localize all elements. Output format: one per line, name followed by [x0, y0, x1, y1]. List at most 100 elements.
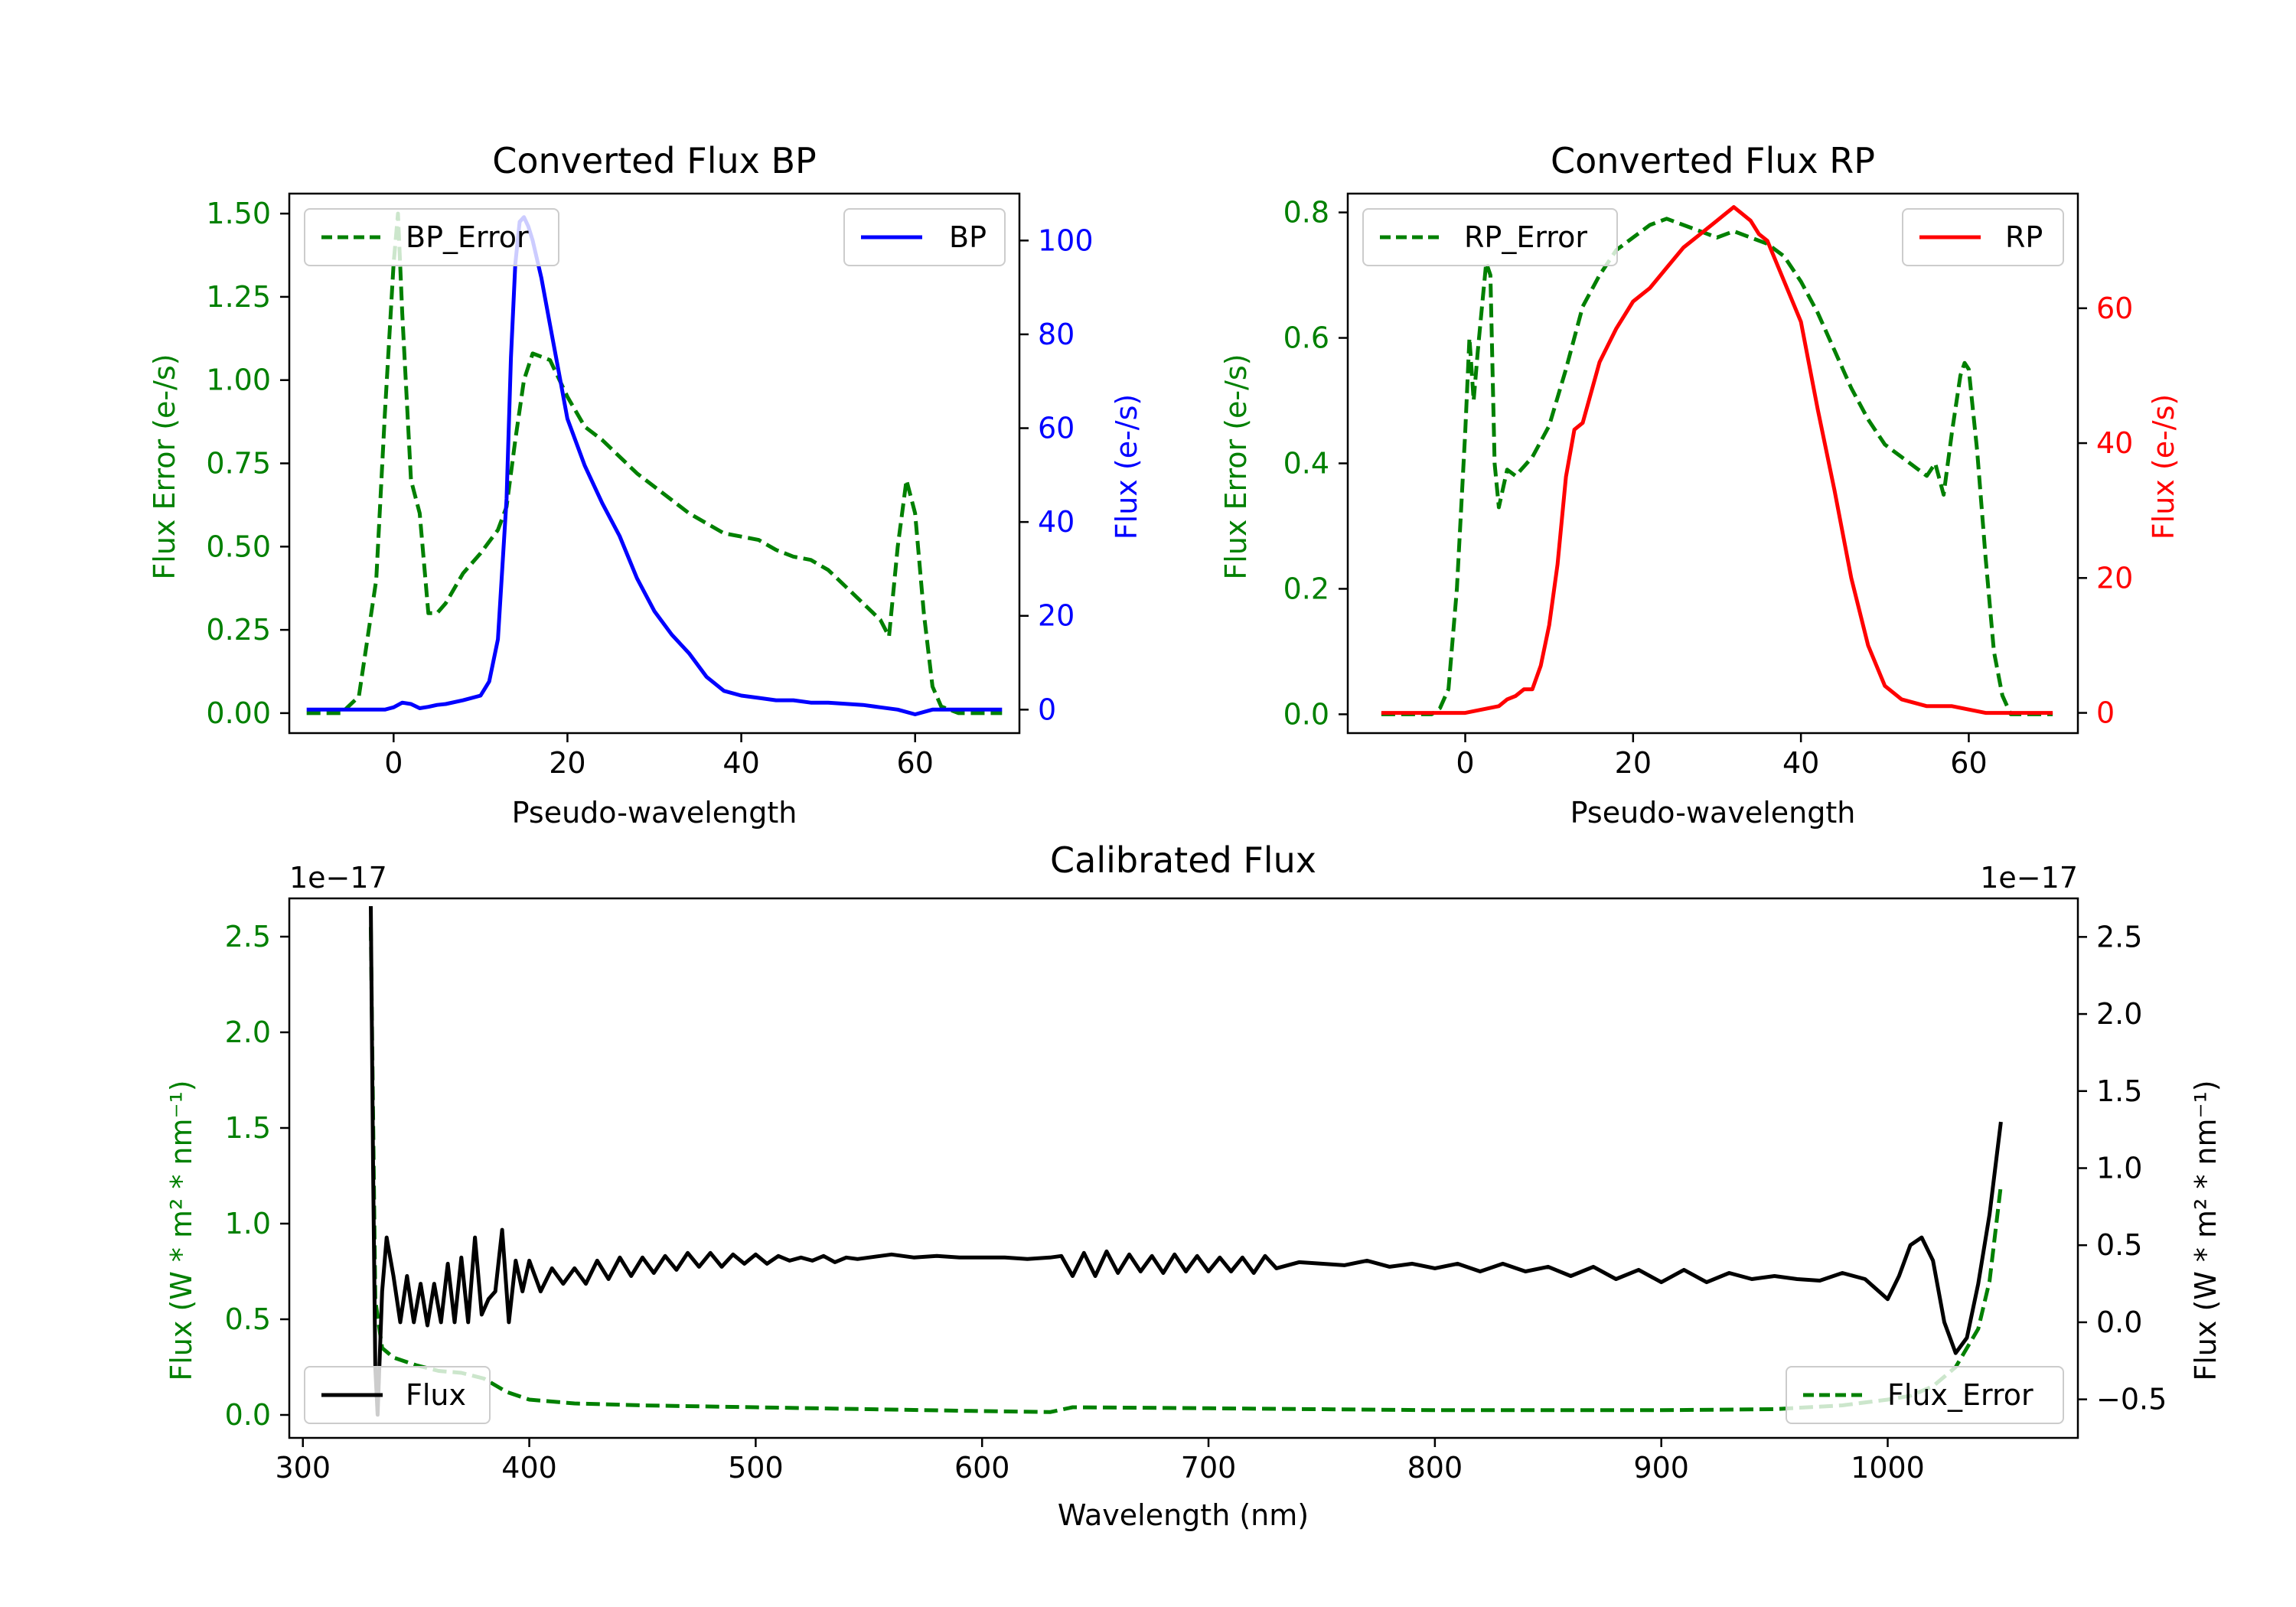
panel-title: Converted Flux BP [492, 140, 817, 181]
left-y-tick-label: 0.5 [225, 1302, 271, 1336]
left-y-tick-label: 0.2 [1283, 572, 1329, 605]
legend-box [304, 1366, 491, 1424]
series-line-bp-error [306, 211, 1003, 715]
left-axis-offset-text: 1e−17 [289, 861, 387, 895]
left-y-tick-label: 0.4 [1283, 447, 1329, 481]
right-y-tick-label: 20 [1038, 599, 1075, 633]
series-layer [1381, 205, 2053, 716]
panel-calibrated-flux: Calibrated Flux Wavelength (nm) Flux (W … [165, 839, 2223, 1532]
x-tick-label: 60 [1950, 746, 1987, 780]
tick-layer: 300 400 500 600 700 800 900 1000 0.0 0.5 1.0 1.5 2.0… [225, 920, 2167, 1485]
tick-layer: 0 20 40 60 0.0 0.2 0.4 0.6 0.8 0 20 40 60 [1283, 196, 2134, 780]
plot-frame [1346, 192, 2079, 735]
right-y-tick-label: 0.0 [2096, 1305, 2142, 1339]
x-tick-label: 20 [549, 746, 585, 780]
right-y-tick-label: 100 [1038, 223, 1094, 257]
right-y-axis-label: Flux (e-/s) [1110, 394, 1143, 539]
left-y-tick-label: 0.8 [1283, 196, 1329, 230]
left-y-tick-label: 0.0 [225, 1398, 271, 1432]
x-axis-label: Pseudo-wavelength [512, 796, 797, 830]
panel-title: Calibrated Flux [1050, 839, 1316, 881]
left-y-tick-label: 0.00 [206, 696, 271, 730]
legend-bp-error: BP_Error [304, 208, 559, 266]
left-y-tick-label: 0.0 [1283, 697, 1329, 731]
x-tick-label: 500 [728, 1451, 784, 1485]
left-y-tick-label: 0.75 [206, 447, 271, 481]
panel-converted-flux-rp: Converted Flux RP Pseudo-wavelength Flux… [1219, 140, 2180, 830]
x-tick-label: 800 [1407, 1451, 1463, 1485]
panel-title: Converted Flux RP [1551, 140, 1875, 181]
x-axis-label: Pseudo-wavelength [1570, 796, 1856, 830]
legend-flux: Flux [304, 1366, 491, 1424]
right-y-tick-label: 40 [1038, 505, 1075, 539]
x-tick-label: 300 [275, 1451, 331, 1485]
right-y-tick-label: 20 [2096, 561, 2133, 595]
tick-layer: 0 20 40 60 0.00 0.25 0.50 0.75 1.00 1.25 1.50 0 20 40… [206, 197, 1093, 780]
x-tick-label: 400 [501, 1451, 557, 1485]
left-y-tick-label: 0.6 [1283, 321, 1329, 355]
right-y-tick-label: 1.0 [2096, 1152, 2142, 1185]
left-y-tick-label: 0.25 [206, 613, 271, 647]
right-y-tick-label: 1.5 [2096, 1074, 2142, 1108]
right-axis-offset-text: 1e−17 [1980, 861, 2078, 895]
legend-rp-error: RP_Error [1362, 208, 1618, 266]
left-y-axis-label: Flux Error (e-/s) [148, 354, 181, 579]
legend-label: BP [949, 220, 987, 254]
x-tick-label: 700 [1181, 1451, 1237, 1485]
right-y-tick-label: 0 [1038, 693, 1056, 726]
right-y-tick-label: 60 [1038, 412, 1075, 445]
left-y-tick-label: 2.5 [225, 920, 271, 953]
legend-box [1362, 208, 1618, 266]
right-y-axis-label: Flux (e-/s) [2147, 394, 2180, 539]
legend-box [304, 208, 559, 266]
series-line-rp [1381, 205, 2053, 715]
right-y-tick-label: 60 [2096, 292, 2133, 325]
x-tick-label: 1000 [1851, 1451, 1925, 1485]
left-y-tick-label: 1.0 [225, 1207, 271, 1240]
x-tick-label: 900 [1633, 1451, 1689, 1485]
right-y-tick-label: 2.0 [2096, 997, 2142, 1031]
x-tick-label: 20 [1615, 746, 1652, 780]
series-line-bp [306, 215, 1003, 716]
legend-box [1786, 1366, 2064, 1424]
x-tick-label: 0 [384, 746, 403, 780]
x-tick-label: 40 [1782, 746, 1819, 780]
right-y-tick-label: 0.5 [2096, 1228, 2142, 1262]
x-axis-label: Wavelength (nm) [1058, 1498, 1309, 1532]
plot-frame [288, 897, 2079, 1439]
left-y-tick-label: 1.25 [206, 280, 271, 314]
series-line-rp-error [1381, 217, 2053, 716]
legend-label: Flux_Error [1887, 1378, 2033, 1412]
legend-label: RP [2005, 220, 2043, 254]
left-y-axis-label: Flux Error (e-/s) [1219, 354, 1253, 579]
x-tick-label: 0 [1456, 746, 1474, 780]
left-y-tick-label: 0.50 [206, 530, 271, 563]
x-tick-label: 60 [897, 746, 934, 780]
series-layer [306, 211, 1003, 716]
legend-rp: RP [1902, 208, 2064, 266]
legend-bp: BP [843, 208, 1006, 266]
left-y-tick-label: 2.0 [225, 1015, 271, 1049]
right-y-tick-label: −0.5 [2096, 1383, 2167, 1416]
right-y-tick-label: 80 [1038, 318, 1075, 351]
plot-frame [288, 192, 1021, 735]
right-y-tick-label: 2.5 [2096, 920, 2142, 953]
legend-box [1902, 208, 2064, 266]
left-y-tick-label: 1.00 [206, 363, 271, 397]
left-y-axis-label: Flux (W * m² * nm⁻¹) [165, 1080, 198, 1380]
series-line-flux [369, 906, 2003, 1417]
legend-flux-error: Flux_Error [1786, 1366, 2064, 1424]
legend-label: RP_Error [1464, 220, 1587, 254]
x-tick-label: 40 [722, 746, 759, 780]
right-y-tick-label: 0 [2096, 696, 2115, 730]
panel-converted-flux-bp: Converted Flux BP Pseudo-wavelength Flux… [148, 140, 1143, 830]
left-y-tick-label: 1.50 [206, 197, 271, 230]
x-tick-label: 600 [954, 1451, 1010, 1485]
right-y-axis-label: Flux (W * m² * nm⁻¹) [2189, 1080, 2223, 1380]
left-y-tick-label: 1.5 [225, 1111, 271, 1145]
legend-label: BP_Error [406, 220, 529, 254]
legend-box [843, 208, 1006, 266]
legend-label: Flux [406, 1378, 466, 1412]
